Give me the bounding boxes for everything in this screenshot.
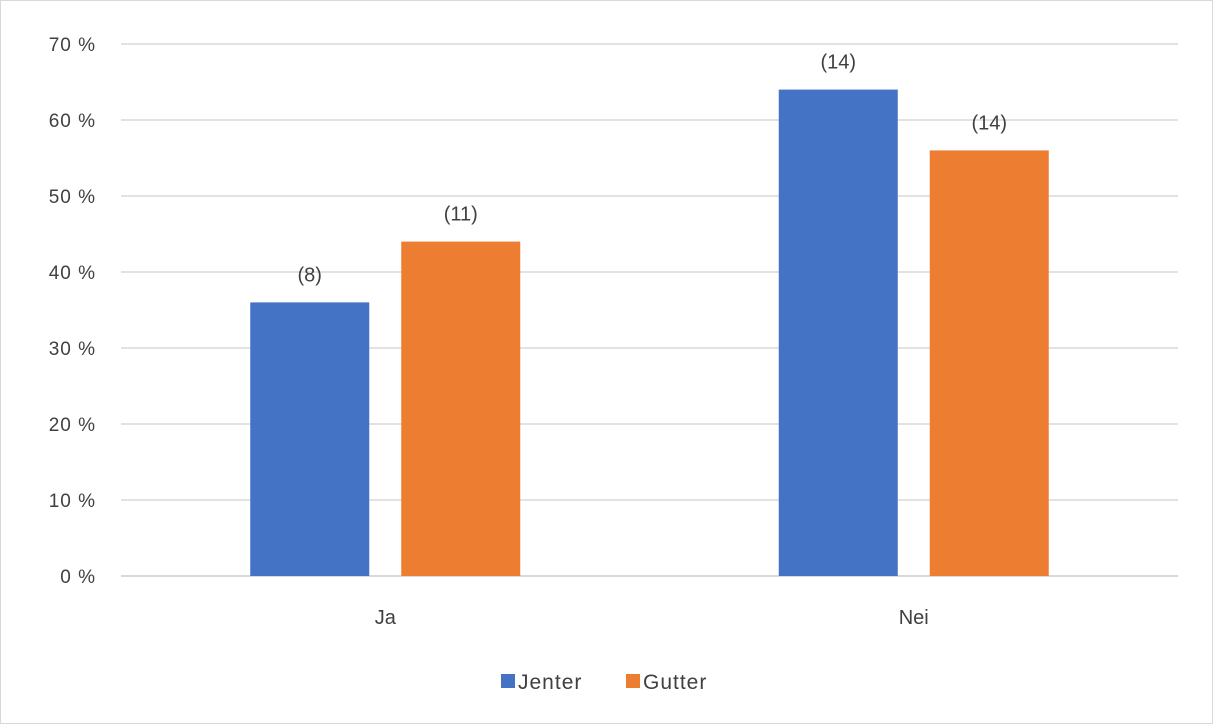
data-labels: (8) (11) (14) (14) [298,52,1008,287]
y-tick-label: 70 % [49,35,96,56]
x-category-label: Ja [375,607,397,629]
y-tick-label: 30 % [49,339,96,360]
data-label: (14) [820,52,856,74]
y-tick-label: 60 % [49,111,96,132]
bar-jenter-ja [250,302,370,576]
legend: Jenter Gutter [501,671,707,694]
legend-swatch-gutter [626,674,640,688]
y-tick-label: 10 % [49,491,96,512]
data-label: (11) [444,204,478,226]
y-tick-label: 40 % [49,263,96,284]
legend-label: Gutter [643,671,707,694]
bars [250,89,1049,576]
y-tick-label: 20 % [49,415,96,436]
data-label: (8) [298,264,322,286]
legend-swatch-jenter [501,674,515,688]
x-category-label: Nei [899,607,929,629]
bar-gutter-nei [929,150,1049,576]
bar-jenter-nei [778,89,898,576]
y-tick-label: 50 % [49,187,96,208]
x-axis-categories: Ja Nei [375,607,929,629]
y-axis-ticks: 0 % 10 % 20 % 30 % 40 % 50 % 60 % 70 % [49,35,96,588]
y-tick-label: 0 % [60,567,96,588]
bar-gutter-ja [401,241,521,576]
data-label: (14) [971,112,1007,134]
legend-label: Jenter [518,671,582,694]
